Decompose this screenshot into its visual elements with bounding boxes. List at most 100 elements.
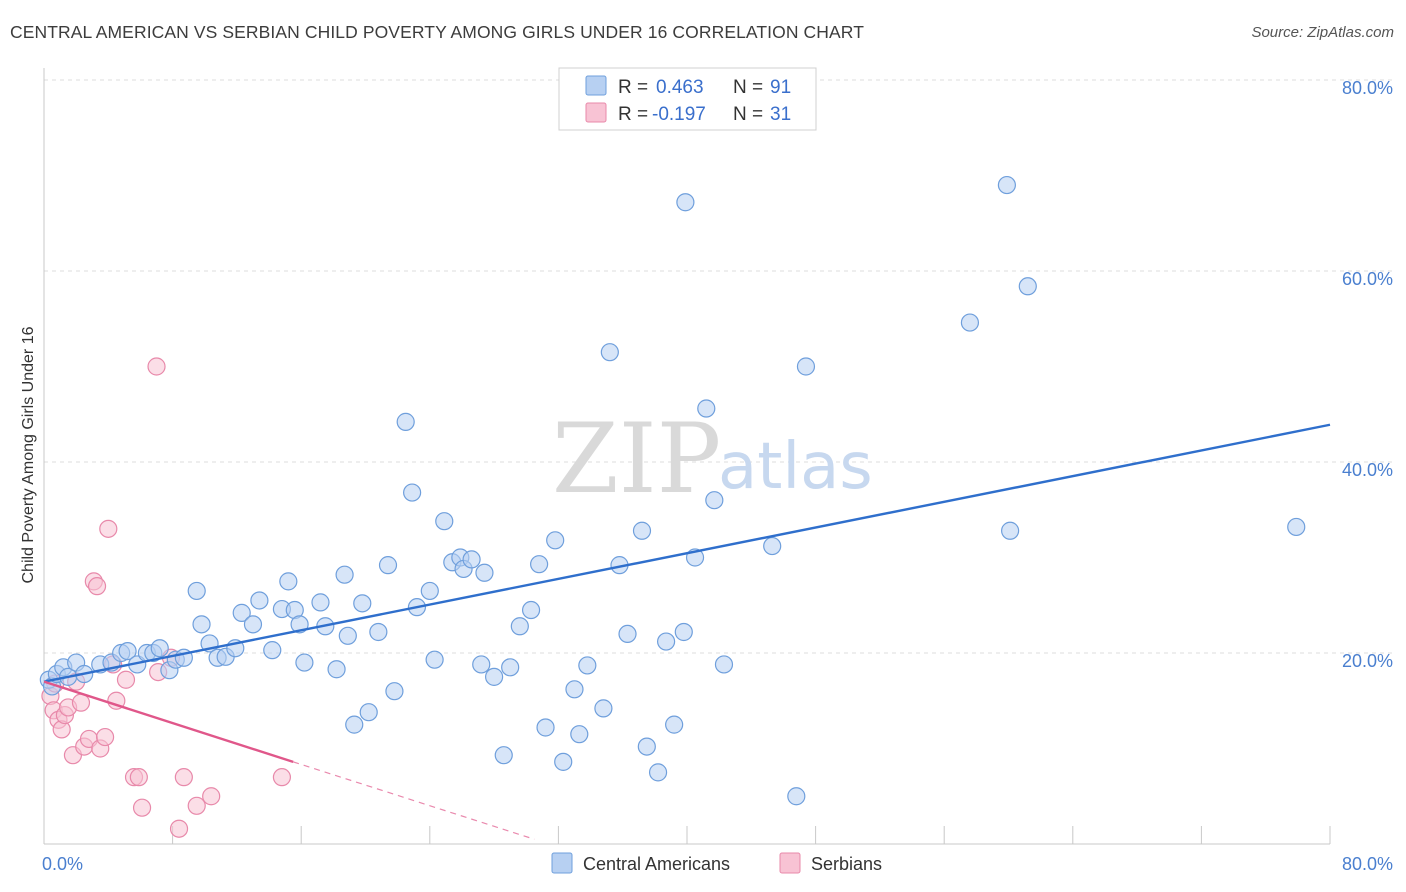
central-americans-point-87 [997,175,1016,195]
watermark: ZIP atlas [552,403,873,515]
central-americans-point-24 [232,603,251,622]
central-americans-point-47 [420,581,439,601]
central-americans-point-86 [960,313,980,332]
central-americans-point-68 [594,699,613,718]
central-americans-point-62 [536,718,555,737]
central-americans-point-40 [359,703,378,722]
y-tick-label-2: 60.0% [1342,269,1393,289]
serbians-point-28 [202,787,221,806]
serbians-point-18 [116,670,136,689]
central-americans-point-84 [787,787,806,806]
bottom-legend: Central Americans Serbians [551,852,882,874]
legend-n-value-1: 31 [770,104,791,125]
central-americans-point-54 [472,655,491,674]
central-americans-point-89 [1018,277,1037,296]
y-tick-label-1: 40.0% [1342,460,1393,480]
y-axis-label: Child Poverty Among Girls Under 16 [20,326,37,583]
source-label: Source: ZipAtlas.com [1251,24,1394,41]
central-americans-point-82 [714,655,734,674]
central-americans-point-45 [403,483,422,502]
central-americans-point-57 [494,746,513,765]
central-americans-point-49 [435,512,454,531]
legend-n-label-1: N = [733,104,763,125]
central-americans-point-77 [674,622,693,642]
central-americans-point-18 [187,581,206,601]
central-americans-point-85 [796,357,816,376]
bottom-legend-serbians: Serbians [811,854,882,874]
x-tick-label-1: 80.0% [1342,854,1393,874]
central-americans-trend-line [43,423,1331,683]
legend-n-label-0: N = [733,77,763,98]
legend-r-value-0: 0.463 [656,77,704,98]
serbians-point-26 [174,768,193,787]
central-americans-point-63 [546,531,565,550]
legend-r-value-1: -0.197 [652,104,706,125]
central-americans-point-65 [565,680,584,699]
central-americans-point-29 [279,572,298,591]
central-americans-point-27 [263,641,282,660]
x-tick-labels: 0.0% 80.0% [42,854,1393,874]
legend-swatch-blue [585,75,607,96]
central-americans-point-26 [250,591,269,610]
serbians-point-15 [99,519,118,538]
central-americans-point-88 [1001,521,1020,540]
central-americans-point-56 [485,667,504,686]
central-americans-point-74 [648,763,668,782]
central-americans-point-72 [632,521,652,540]
central-americans-point-64 [554,752,573,771]
bottom-legend-central-americans: Central Americans [583,854,730,874]
central-americans-point-83 [763,536,782,556]
serbians-trend-line [43,680,294,764]
chart-title: CENTRAL AMERICAN VS SERBIAN CHILD POVERT… [10,22,865,42]
central-americans-point-42 [378,556,398,575]
x-tick-label-0: 0.0% [42,854,83,874]
bottom-legend-swatch-blue [551,852,573,874]
serbians-point-17 [107,691,126,710]
serbians-trend-line-extension [292,761,535,840]
serbians-point-22 [147,357,166,376]
serbians-point-29 [272,768,292,787]
central-americans-point-43 [385,682,404,701]
central-americans-point-71 [618,624,637,644]
serbians-point-27 [187,796,206,815]
trend-lines [43,423,1331,840]
central-americans-point-19 [192,615,211,634]
central-americans-point-38 [345,715,364,734]
central-americans-point-14 [150,639,169,658]
central-americans-point-35 [327,660,346,679]
central-americans-point-67 [578,656,597,675]
central-americans-point-76 [665,715,684,734]
y-tick-label-0: 20.0% [1342,651,1393,671]
central-americans-point-75 [657,632,676,651]
central-americans-point-37 [338,626,357,645]
bottom-legend-swatch-pink [779,852,801,874]
central-americans-point-33 [311,593,330,612]
serbians-point-25 [169,819,189,838]
serbians-point-21 [132,798,152,817]
central-americans-point-73 [637,737,656,756]
central-americans-point-59 [510,617,529,636]
watermark-zip: ZIP [552,403,721,515]
central-americans-point-44 [396,412,415,431]
central-americans-points [39,175,1306,806]
central-americans-point-61 [530,555,549,574]
grid-lines [44,79,1392,654]
central-americans-point-10 [118,641,137,661]
central-americans-point-69 [600,343,619,362]
serbians-point-12 [87,577,107,596]
central-americans-point-53 [462,550,481,569]
central-americans-point-41 [369,622,388,642]
watermark-atlas: atlas [718,430,873,504]
central-americans-point-48 [425,650,444,669]
y-tick-label-3: 80.0% [1342,78,1393,98]
legend-r-label-0: R = [618,77,648,98]
central-americans-point-78 [676,193,695,212]
central-americans-point-60 [521,600,541,620]
central-americans-point-32 [295,653,314,672]
central-americans-point-55 [475,563,494,582]
central-americans-point-81 [705,491,724,510]
central-americans-point-58 [501,658,520,677]
central-americans-point-36 [335,565,354,584]
serbians-point-14 [95,727,115,747]
